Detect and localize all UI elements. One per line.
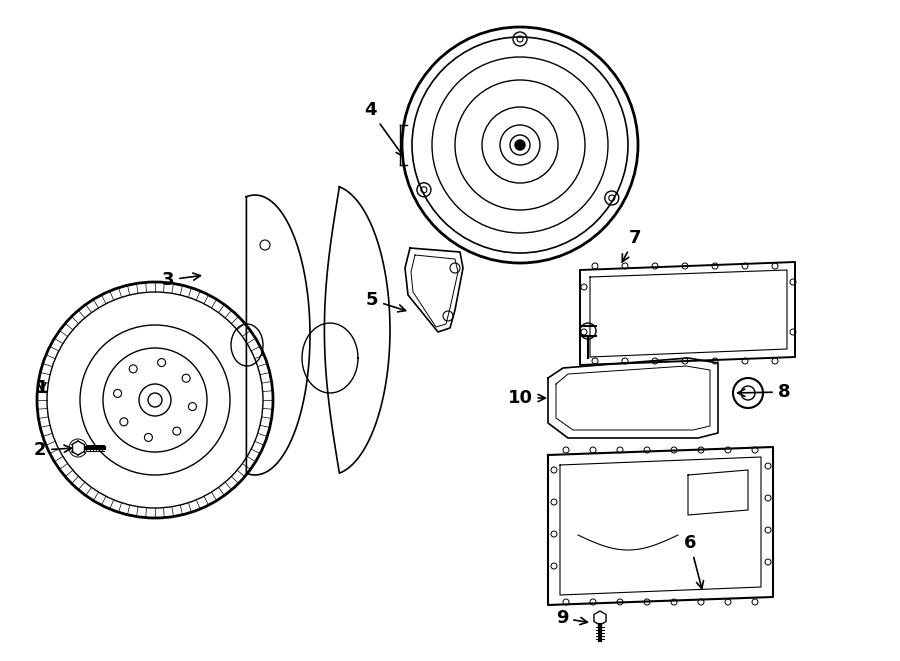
Text: 7: 7 <box>622 229 641 262</box>
Text: 6: 6 <box>684 534 704 588</box>
Text: 4: 4 <box>364 101 403 156</box>
Text: 9: 9 <box>556 609 588 627</box>
Text: 1: 1 <box>36 379 49 397</box>
Text: 10: 10 <box>508 389 545 407</box>
Circle shape <box>515 140 525 150</box>
Text: 5: 5 <box>365 291 406 312</box>
Text: 2: 2 <box>34 441 71 459</box>
Text: 8: 8 <box>738 383 790 401</box>
Text: 3: 3 <box>162 271 201 289</box>
